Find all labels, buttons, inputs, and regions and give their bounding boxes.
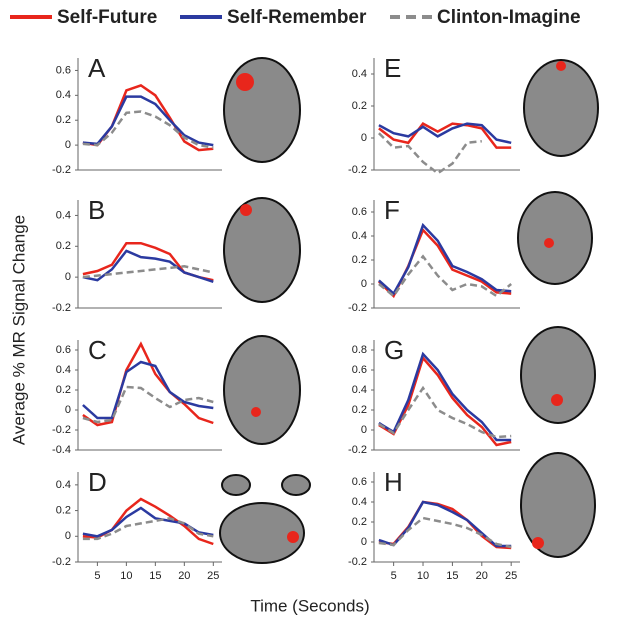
y-tick-label: 0 <box>65 530 71 542</box>
x-tick-label: 20 <box>178 570 190 582</box>
x-axis-label: Time (Seconds) <box>250 596 369 615</box>
activation <box>240 204 252 216</box>
y-tick-label: 0.4 <box>56 479 71 491</box>
y-tick-label: 0.8 <box>352 344 367 356</box>
panel-label: G <box>384 335 404 365</box>
y-tick-label: -0.2 <box>52 164 71 176</box>
y-tick-label: 0.6 <box>56 344 71 356</box>
activation <box>556 61 566 71</box>
panel-label: D <box>88 467 107 497</box>
x-tick-label: 5 <box>94 570 100 582</box>
y-tick-label: 0 <box>361 424 367 436</box>
y-tick-label: 0.2 <box>56 384 71 396</box>
y-tick-label: 0 <box>65 139 71 151</box>
x-tick-label: 15 <box>149 570 161 582</box>
y-tick-label: 0 <box>361 278 367 290</box>
activation <box>251 407 261 417</box>
y-tick-label: 0.4 <box>352 496 367 508</box>
brain-images <box>220 58 598 563</box>
brain-image <box>224 58 300 162</box>
y-tick-label: -0.2 <box>52 424 71 436</box>
legend-label: Self-Remember <box>227 7 367 28</box>
y-tick-label: 0 <box>65 404 71 416</box>
x-tick-label: 10 <box>417 570 429 582</box>
brain-image <box>521 327 595 423</box>
y-tick-label: 0.2 <box>352 404 367 416</box>
y-tick-label: 0.6 <box>352 364 367 376</box>
panel-label: A <box>88 53 106 83</box>
series-line <box>379 388 511 437</box>
y-tick-label: 0.6 <box>56 64 71 76</box>
brain-image <box>521 453 595 557</box>
legend-label: Clinton-Imagine <box>437 7 581 28</box>
series-line <box>83 251 213 282</box>
figure: Average % MR Signal Change Time (Seconds… <box>0 0 617 625</box>
activation <box>544 238 554 248</box>
brain-image <box>224 198 300 302</box>
series-line <box>83 97 213 146</box>
y-tick-label: 0.2 <box>56 504 71 516</box>
x-tick-label: 10 <box>120 570 132 582</box>
y-tick-label: -0.2 <box>52 302 71 314</box>
brain-image <box>524 60 598 156</box>
y-tick-label: 0.6 <box>352 476 367 488</box>
y-tick-label: -0.4 <box>52 444 71 456</box>
x-tick-label: 15 <box>446 570 458 582</box>
y-tick-label: -0.2 <box>348 556 367 568</box>
y-axis-label: Average % MR Signal Change <box>9 215 28 445</box>
panel-label: H <box>384 467 403 497</box>
series-line <box>83 112 213 148</box>
y-tick-label: 0.2 <box>352 516 367 528</box>
y-tick-label: -0.2 <box>348 444 367 456</box>
y-tick-label: 0.4 <box>56 364 71 376</box>
brain-image <box>224 336 300 444</box>
x-tick-label: 20 <box>476 570 488 582</box>
y-tick-label: 0.4 <box>352 384 367 396</box>
y-tick-label: 0 <box>65 271 71 283</box>
brain-image <box>518 192 592 284</box>
y-tick-label: 0 <box>361 132 367 144</box>
activation <box>236 73 254 91</box>
panel-label: F <box>384 195 400 225</box>
x-tick-label: 5 <box>391 570 397 582</box>
series-line <box>83 362 213 418</box>
brain-image <box>222 475 250 495</box>
brain-image <box>282 475 310 495</box>
y-tick-label: -0.2 <box>52 556 71 568</box>
x-tick-label: 25 <box>207 570 219 582</box>
y-tick-label: 0.4 <box>352 68 367 80</box>
legend-label: Self-Future <box>57 7 157 28</box>
y-tick-label: 0.2 <box>352 100 367 112</box>
activation <box>551 394 563 406</box>
y-tick-label: 0.4 <box>352 230 367 242</box>
panel-label: B <box>88 195 105 225</box>
activation <box>532 537 544 549</box>
x-tick-label: 25 <box>505 570 517 582</box>
y-tick-label: 0.6 <box>352 206 367 218</box>
y-tick-label: 0.2 <box>56 114 71 126</box>
y-tick-label: 0.4 <box>56 209 71 221</box>
activation <box>287 531 299 543</box>
y-tick-label: -0.2 <box>348 164 367 176</box>
y-tick-label: 0.2 <box>352 254 367 266</box>
y-tick-label: -0.2 <box>348 302 367 314</box>
y-tick-label: 0.4 <box>56 89 71 101</box>
panel-label: E <box>384 53 401 83</box>
y-tick-label: 0.2 <box>56 240 71 252</box>
panel-label: C <box>88 335 107 365</box>
y-tick-label: 0 <box>361 536 367 548</box>
